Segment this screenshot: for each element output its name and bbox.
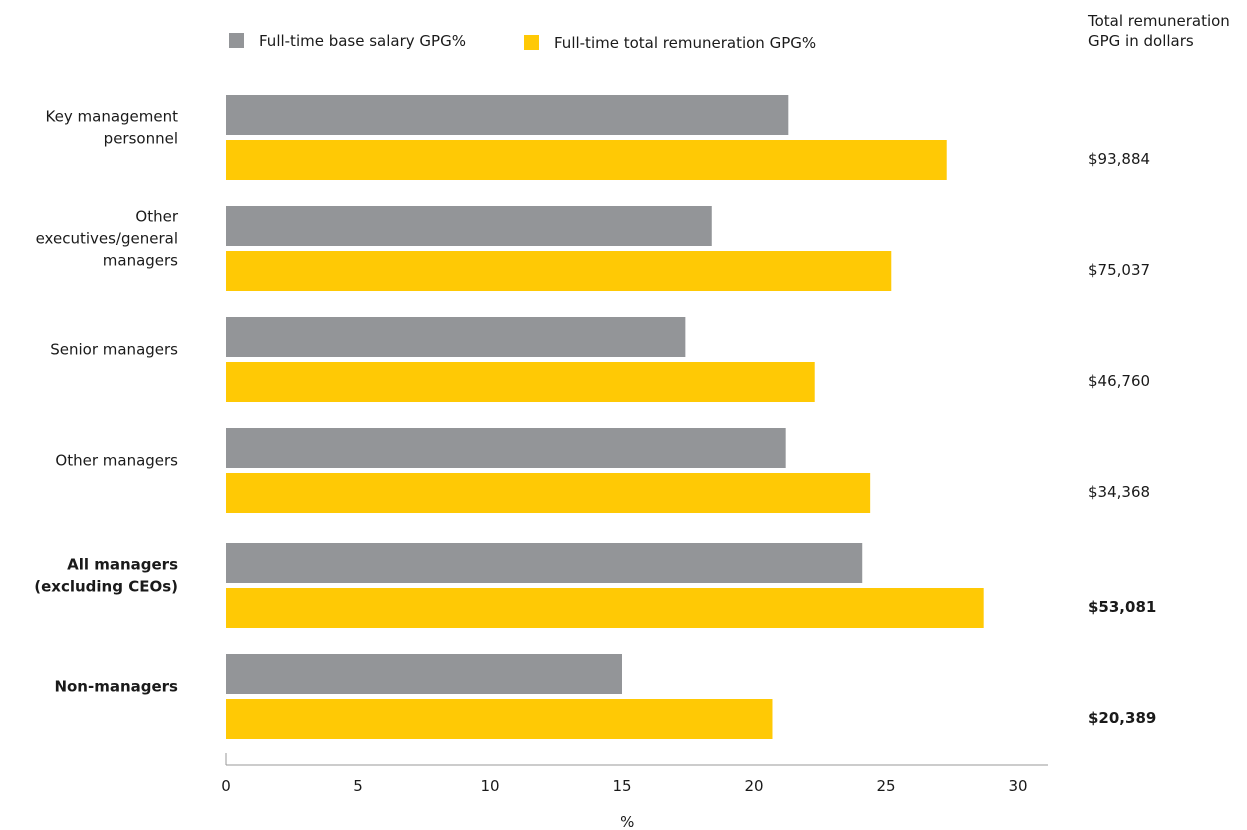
x-axis-title: % bbox=[620, 813, 634, 830]
category-label: Senior managers bbox=[50, 341, 178, 359]
bar-total-remuneration-0 bbox=[226, 140, 947, 180]
legend-label-1: Full-time total remuneration GPG% bbox=[554, 34, 816, 52]
x-tick-label: 30 bbox=[1008, 777, 1027, 795]
x-tick-label: 15 bbox=[612, 777, 631, 795]
category-label: Key management bbox=[46, 108, 179, 126]
category-label: All managers bbox=[67, 556, 178, 574]
remuneration-dollar-value: $53,081 bbox=[1088, 598, 1156, 616]
category-label: Other bbox=[135, 208, 178, 226]
x-tick-label: 20 bbox=[744, 777, 763, 795]
category-label: personnel bbox=[104, 130, 178, 148]
x-tick-label: 25 bbox=[876, 777, 895, 795]
legend-swatch-0 bbox=[229, 33, 244, 48]
category-label: Non-managers bbox=[54, 678, 178, 696]
bar-base-salary-1 bbox=[226, 206, 712, 246]
x-tick-label: 0 bbox=[221, 777, 231, 795]
legend-swatch-1 bbox=[524, 35, 539, 50]
bar-total-remuneration-1 bbox=[226, 251, 892, 291]
remuneration-dollar-value: $93,884 bbox=[1088, 150, 1150, 168]
side-column-header: Total remuneration bbox=[1087, 12, 1230, 30]
category-label: executives/general bbox=[36, 230, 178, 248]
bar-total-remuneration-5 bbox=[226, 699, 773, 739]
legend-label-0: Full-time base salary GPG% bbox=[259, 32, 466, 50]
remuneration-dollar-value: $75,037 bbox=[1088, 261, 1150, 279]
bar-total-remuneration-4 bbox=[226, 588, 984, 628]
category-label: Other managers bbox=[55, 452, 178, 470]
remuneration-dollar-value: $34,368 bbox=[1088, 483, 1150, 501]
x-tick-label: 5 bbox=[353, 777, 363, 795]
category-label: (excluding CEOs) bbox=[34, 578, 178, 596]
side-column-header: GPG in dollars bbox=[1088, 32, 1194, 50]
x-tick-label: 10 bbox=[480, 777, 499, 795]
category-label: managers bbox=[103, 252, 178, 270]
bar-base-salary-2 bbox=[226, 317, 686, 357]
bar-total-remuneration-2 bbox=[226, 362, 815, 402]
bar-base-salary-5 bbox=[226, 654, 622, 694]
remuneration-dollar-value: $46,760 bbox=[1088, 372, 1150, 390]
bar-base-salary-3 bbox=[226, 428, 786, 468]
bar-base-salary-0 bbox=[226, 95, 789, 135]
bar-total-remuneration-3 bbox=[226, 473, 871, 513]
remuneration-dollar-value: $20,389 bbox=[1088, 709, 1156, 727]
bar-base-salary-4 bbox=[226, 543, 863, 583]
